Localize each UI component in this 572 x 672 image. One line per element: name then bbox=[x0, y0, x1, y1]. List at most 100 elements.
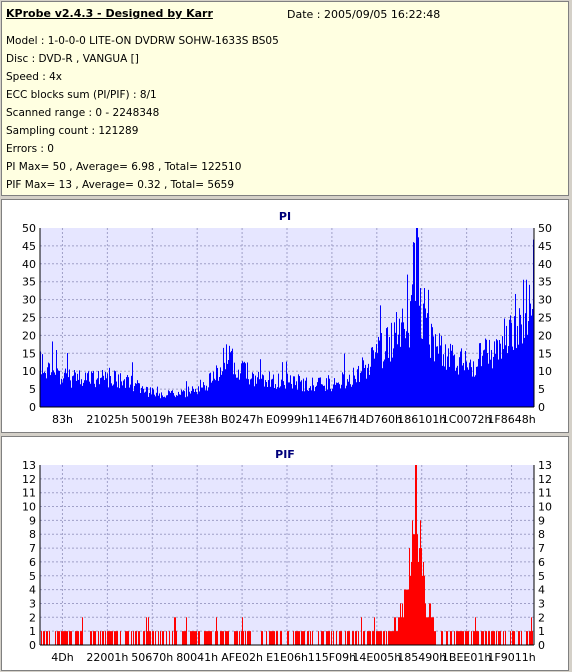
pi-bar bbox=[502, 336, 503, 407]
pi-bar bbox=[439, 333, 440, 407]
pif-chart-title: PIF bbox=[275, 448, 295, 461]
pi-bar bbox=[73, 375, 74, 407]
pi-bar bbox=[356, 382, 357, 407]
pif-bar bbox=[327, 631, 328, 645]
pif-bar bbox=[367, 631, 368, 645]
pi-bar bbox=[361, 371, 362, 407]
pi-bar bbox=[378, 336, 379, 407]
pif-bar bbox=[228, 631, 229, 645]
pi-bar bbox=[469, 362, 470, 407]
y-tick-label-left: 50 bbox=[22, 222, 36, 235]
pi-bar bbox=[257, 377, 258, 407]
x-tick-label: B0247h bbox=[221, 413, 264, 426]
pif-bar bbox=[120, 631, 121, 645]
pif-bar bbox=[426, 617, 427, 645]
pi-bar bbox=[425, 308, 426, 407]
pi-bar bbox=[176, 395, 177, 407]
pi-bar bbox=[309, 387, 310, 407]
pi-bar bbox=[530, 303, 531, 407]
pif-bar bbox=[447, 631, 448, 645]
y-tick-label-right: 1 bbox=[538, 625, 545, 638]
x-tick-label: 50670h bbox=[131, 651, 173, 664]
pi-bar bbox=[210, 372, 211, 407]
pif-bar bbox=[107, 631, 108, 645]
pi-bar bbox=[450, 343, 451, 407]
pif-bar bbox=[353, 631, 354, 645]
pi-bar bbox=[95, 387, 96, 407]
pi-bar bbox=[343, 374, 344, 407]
pif-bar bbox=[446, 631, 447, 645]
pi-bar bbox=[287, 373, 288, 407]
pi-bar bbox=[438, 353, 439, 407]
pif-bar bbox=[234, 631, 235, 645]
pi-bar bbox=[180, 394, 181, 407]
pi-bar bbox=[308, 390, 309, 407]
pif-bar bbox=[139, 631, 140, 645]
x-tick-label: 7EE38h bbox=[176, 413, 218, 426]
pif-bar bbox=[222, 631, 223, 645]
y-tick-label-left: 0 bbox=[29, 401, 36, 414]
pi-bar bbox=[70, 380, 71, 407]
pif-bar bbox=[486, 631, 487, 645]
pi-bar bbox=[315, 387, 316, 407]
pi-bar bbox=[48, 362, 49, 407]
y-tick-label-left: 10 bbox=[22, 365, 36, 378]
pif-bar bbox=[377, 631, 378, 645]
pif-bar bbox=[355, 631, 356, 645]
pi-bar bbox=[484, 349, 485, 407]
pi-bar bbox=[79, 370, 80, 407]
pif-bar bbox=[302, 631, 303, 645]
pi-bar bbox=[237, 377, 238, 407]
pi-bar bbox=[59, 370, 60, 407]
pif-bar bbox=[499, 631, 500, 645]
pif-bar bbox=[91, 631, 92, 645]
pif-bar bbox=[310, 631, 311, 645]
pi-bar bbox=[103, 375, 104, 407]
pif-bar bbox=[441, 631, 442, 645]
y-tick-label-right: 2 bbox=[538, 611, 545, 624]
pi-bar bbox=[205, 390, 206, 407]
pi-bar bbox=[319, 377, 320, 407]
pif-bar bbox=[304, 631, 305, 645]
pi-bar bbox=[368, 363, 369, 407]
pi-bar bbox=[489, 339, 490, 407]
pif-bar bbox=[410, 575, 411, 645]
x-tick-label: 4Dh bbox=[51, 651, 73, 664]
pi-bar bbox=[112, 385, 113, 407]
pi-bar bbox=[380, 305, 381, 407]
pi-bar bbox=[262, 374, 263, 407]
pi-bar bbox=[509, 319, 510, 407]
pi-bar bbox=[55, 374, 56, 407]
pif-bar bbox=[47, 631, 48, 645]
pi-bar bbox=[64, 372, 65, 407]
y-tick-label-right: 11 bbox=[538, 487, 552, 500]
pi-bar bbox=[254, 386, 255, 407]
pi-bar bbox=[505, 345, 506, 407]
pi-bar bbox=[135, 383, 136, 407]
pi-bar bbox=[332, 388, 333, 407]
pi-bar bbox=[269, 371, 270, 407]
pi-bar bbox=[74, 370, 75, 407]
pi-bar bbox=[140, 392, 141, 407]
pi-bar bbox=[344, 353, 345, 407]
pif-bar bbox=[77, 631, 78, 645]
pif-bar bbox=[461, 631, 462, 645]
pif-bar bbox=[458, 631, 459, 645]
pi-bar bbox=[154, 394, 155, 407]
pif-bar bbox=[196, 631, 197, 645]
pi-bar bbox=[167, 395, 168, 407]
x-tick-label: 14E005h bbox=[352, 651, 401, 664]
pi-bar bbox=[275, 384, 276, 407]
pif-bar bbox=[531, 617, 532, 645]
pif-bar bbox=[493, 631, 494, 645]
pi-bar bbox=[138, 383, 139, 407]
pi-bar bbox=[437, 346, 438, 407]
pif-bar bbox=[115, 631, 116, 645]
pi-bar bbox=[93, 370, 94, 407]
pi-bar bbox=[228, 360, 229, 407]
y-tick-label-right: 4 bbox=[538, 584, 545, 597]
pi-bar bbox=[41, 374, 42, 407]
pi-bar bbox=[129, 387, 130, 407]
pif-bar bbox=[277, 631, 278, 645]
pi-bar bbox=[511, 322, 512, 407]
